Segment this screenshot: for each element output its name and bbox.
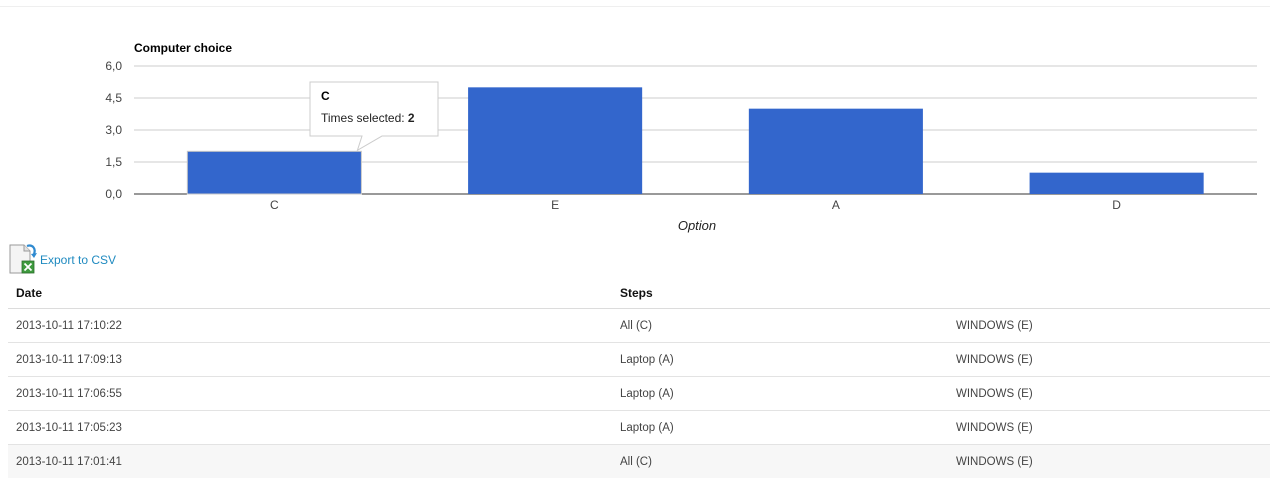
cell-date: 2013-10-11 17:05:23 [8,410,612,445]
cell-choice: WINDOWS (E) [948,342,1270,377]
column-header-date: Date [8,278,612,309]
cell-date: 2013-10-11 17:06:55 [8,376,612,411]
y-tick-label: 4,5 [105,91,122,105]
table-row: 2013-10-11 17:06:55 Laptop (A) WINDOWS (… [8,376,1270,411]
top-divider [0,6,1270,7]
column-header-extra [948,278,1270,309]
y-axis-ticks: 6,0 4,5 3,0 1,5 0,0 [105,59,122,201]
cell-step: All (C) [612,444,948,478]
cell-date: 2013-10-11 17:10:22 [8,308,612,343]
table-row: 2013-10-11 17:09:13 Laptop (A) WINDOWS (… [8,342,1270,377]
cell-step: Laptop (A) [612,410,948,445]
cell-choice: WINDOWS (E) [948,308,1270,343]
cell-step: Laptop (A) [612,376,948,411]
csv-export-icon [9,244,37,274]
chart-bars [186,87,1204,195]
x-tick-label: C [270,198,279,212]
bar-tooltip: C Times selected: 2 [309,81,439,152]
chart-title: Computer choice [134,41,232,55]
y-tick-label: 0,0 [105,187,122,201]
cell-date: 2013-10-11 17:09:13 [8,342,612,377]
cell-date: 2013-10-11 17:01:41 [8,444,612,478]
x-tick-label: D [1112,198,1121,212]
y-tick-label: 1,5 [105,155,122,169]
bar-chart: Computer choice 6,0 4,5 3,0 1,5 0,0 C E A D Opt… [105,41,1257,233]
tooltip-box [309,81,439,152]
cell-step: Laptop (A) [612,342,948,377]
table-row: 2013-10-11 17:01:41 All (C) WINDOWS (E) [8,444,1270,478]
cell-step: All (C) [612,308,948,343]
export-csv-label: Export to CSV [40,253,117,267]
export-csv-link[interactable]: Export to CSV [8,240,116,276]
tooltip-text: Times selected: 2 [321,111,415,125]
bar-d[interactable] [1029,172,1204,194]
y-tick-label: 6,0 [105,59,122,73]
table-row: 2013-10-11 17:05:23 Laptop (A) WINDOWS (… [8,410,1270,445]
bar-a[interactable] [748,108,923,194]
tooltip-value: 2 [408,111,415,125]
table-row: 2013-10-11 17:10:22 All (C) WINDOWS (E) [8,308,1270,343]
column-header-steps: Steps [612,278,948,309]
cell-choice: WINDOWS (E) [948,410,1270,445]
y-tick-label: 3,0 [105,123,122,137]
cell-choice: WINDOWS (E) [948,444,1270,478]
x-tick-label: E [551,198,559,212]
x-axis-label: Option [678,218,716,233]
x-tick-label: A [832,198,840,212]
tooltip-category: C [321,89,330,103]
cell-choice: WINDOWS (E) [948,376,1270,411]
table-header-row: Date Steps [8,278,1270,309]
history-table: Date Steps 2013-10-11 17:10:22 All (C) W… [8,278,1270,478]
bar-c[interactable] [186,150,362,195]
bar-e[interactable] [468,87,643,194]
